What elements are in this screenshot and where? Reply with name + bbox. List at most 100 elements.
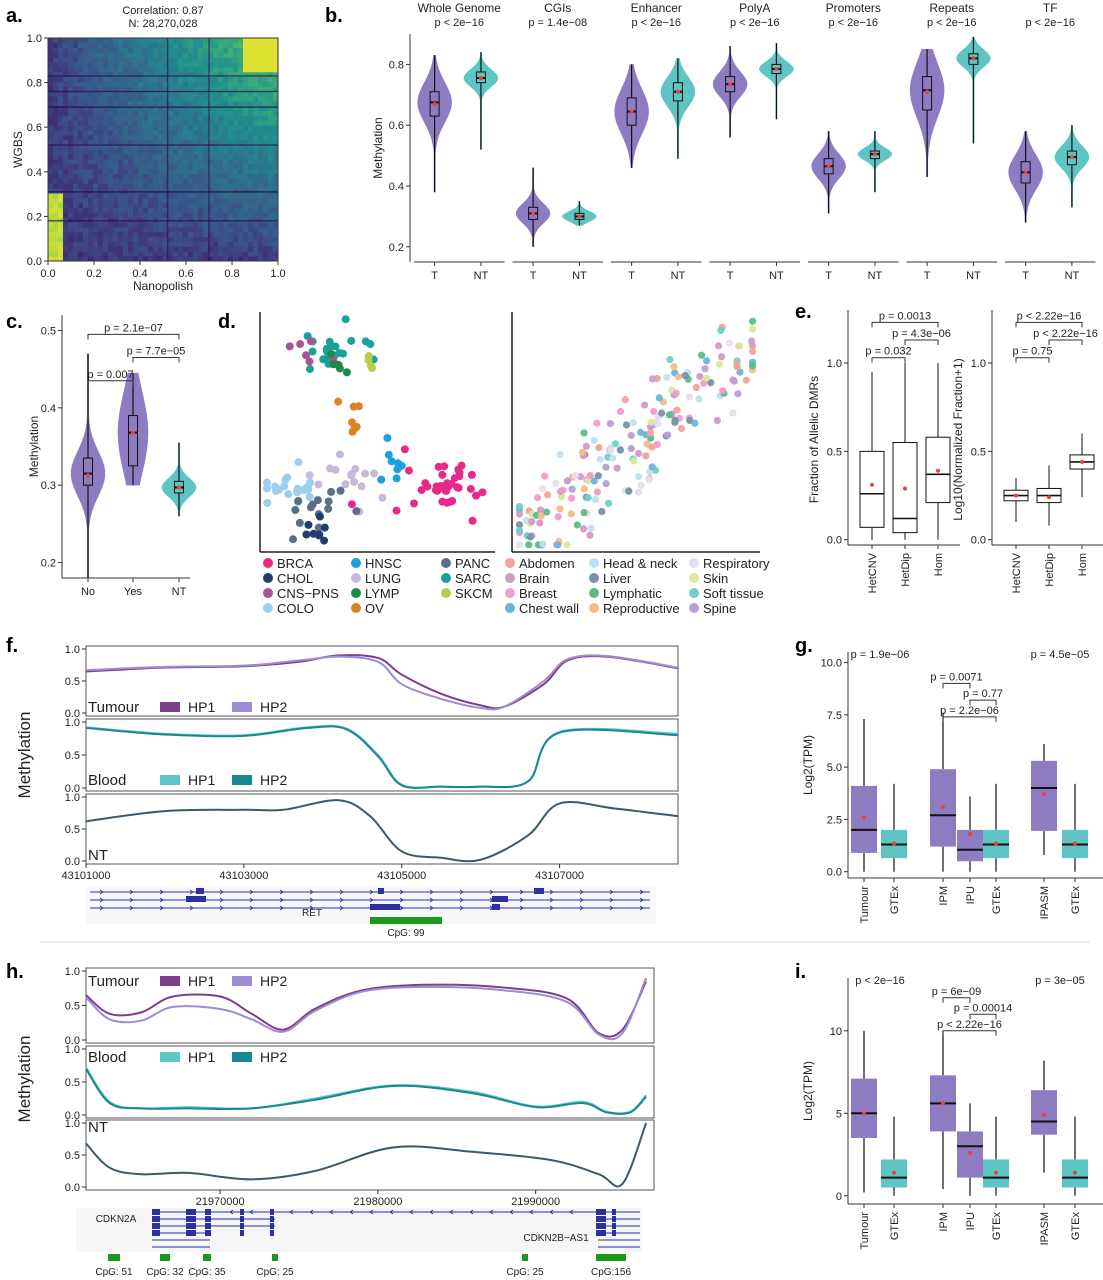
heatmap-cell <box>138 256 144 262</box>
heatmap-cell <box>78 105 84 112</box>
heatmap-cell <box>158 256 164 262</box>
g-IPU-mean-dot <box>968 832 972 837</box>
heatmap-cell <box>223 202 229 208</box>
heatmap-cell <box>93 173 99 179</box>
heatmap-cell <box>218 101 224 107</box>
heatmap-cell <box>83 96 89 102</box>
heatmap-cell <box>268 159 274 165</box>
h-cpg-label: CpG: 35 <box>188 1267 226 1278</box>
heatmap-cell <box>208 188 214 194</box>
heatmap-cell <box>143 91 149 97</box>
heatmap-cell <box>238 149 244 155</box>
heatmap-cell <box>213 246 219 252</box>
heatmap-cell <box>153 222 159 228</box>
heatmap-cell <box>143 149 149 155</box>
heatmap-cell <box>198 183 204 189</box>
heatmap-cell <box>203 212 209 218</box>
heatmap-cell <box>128 81 134 87</box>
heatmap-cell <box>223 173 229 179</box>
heatmap-cell <box>238 144 244 150</box>
heatmap-cell <box>203 217 209 223</box>
heatmap-cell <box>78 134 84 141</box>
f-strand-arrow <box>99 897 104 903</box>
heatmap-cell <box>263 159 269 165</box>
heatmap-cell <box>108 96 114 102</box>
heatmap-cell <box>73 105 79 112</box>
heatmap-cell <box>128 67 134 73</box>
heatmap-cell <box>258 125 264 131</box>
heatmap-cell <box>78 246 84 252</box>
heatmap-cell <box>138 52 144 58</box>
d-legend-label: SKCM <box>455 586 493 601</box>
heatmap-cell <box>243 241 249 247</box>
heatmap-cell <box>113 144 119 150</box>
heatmap-cell <box>263 193 269 199</box>
heatmap-cell <box>103 139 109 145</box>
heatmap-cell <box>58 178 64 184</box>
heatmap-cell <box>168 212 174 218</box>
heatmap-cell <box>133 52 139 58</box>
h-exon <box>240 1230 244 1236</box>
heatmap-cell <box>128 38 134 44</box>
heatmap-cell <box>163 227 169 233</box>
d-point-right <box>607 446 615 455</box>
d-point-left <box>350 477 359 486</box>
heatmap-cell <box>53 125 59 131</box>
heatmap-cell <box>113 57 119 63</box>
heatmap-cell <box>168 236 174 242</box>
heatmap-cell <box>198 236 204 242</box>
b-xtick-label: T <box>727 270 734 282</box>
h-xtick-label: 21970000 <box>196 1196 245 1208</box>
heatmap-cell <box>223 52 229 58</box>
heatmap-cell <box>263 168 269 175</box>
heatmap-cell <box>153 52 159 58</box>
d-point-left <box>431 485 440 494</box>
heatmap-cell <box>238 241 244 247</box>
heatmap-cell <box>223 197 229 204</box>
heatmap-cell <box>88 241 94 247</box>
heatmap-cell <box>123 91 129 97</box>
heatmap-cell <box>268 42 274 48</box>
heatmap-cell <box>233 144 239 150</box>
heatmap-cell <box>58 256 64 262</box>
f-exon <box>534 888 544 894</box>
heatmap-cell <box>158 236 164 242</box>
heatmap-cell <box>218 57 224 63</box>
heatmap-cell <box>168 241 174 247</box>
d-legend-swatch <box>505 558 515 568</box>
h-exon <box>240 1216 244 1222</box>
heatmap-cell <box>108 173 114 179</box>
heatmap-cell <box>88 139 94 145</box>
heatmap-cell <box>183 256 189 262</box>
heatmap-cell <box>218 173 224 179</box>
heatmap-cell <box>193 71 199 78</box>
e-right-bracket-label: p < 2.22e−16 <box>1033 328 1098 340</box>
heatmap-cell <box>128 42 134 48</box>
heatmap-cell <box>108 188 114 194</box>
d-legend-label: Lymphatic <box>603 586 662 601</box>
heatmap-cell <box>213 241 219 247</box>
d-point-right <box>586 531 594 539</box>
heatmap-cell <box>208 207 214 213</box>
heatmap-cell <box>93 222 99 228</box>
heatmap-cell <box>183 120 189 126</box>
heatmap-cell <box>228 256 234 262</box>
d-point-right <box>515 541 524 549</box>
heatmap-cell <box>228 120 234 126</box>
heatmap-cell <box>193 197 199 204</box>
h-exon <box>612 1216 616 1222</box>
heatmap-cell <box>273 197 279 204</box>
heatmap-cell <box>68 188 74 194</box>
heatmap-cell <box>268 231 274 238</box>
d-point-left <box>351 464 360 473</box>
heatmap-cell <box>68 115 74 121</box>
f-strand-arrow <box>369 897 374 903</box>
h-strand-arrow <box>349 1209 354 1215</box>
h-exon <box>186 1230 196 1236</box>
heatmap-cell <box>93 159 99 165</box>
heatmap-cell <box>148 227 154 233</box>
heatmap-cell <box>158 193 164 199</box>
heatmap-cell <box>248 105 254 112</box>
heatmap-cell <box>53 120 59 126</box>
heatmap-cell <box>228 139 234 145</box>
